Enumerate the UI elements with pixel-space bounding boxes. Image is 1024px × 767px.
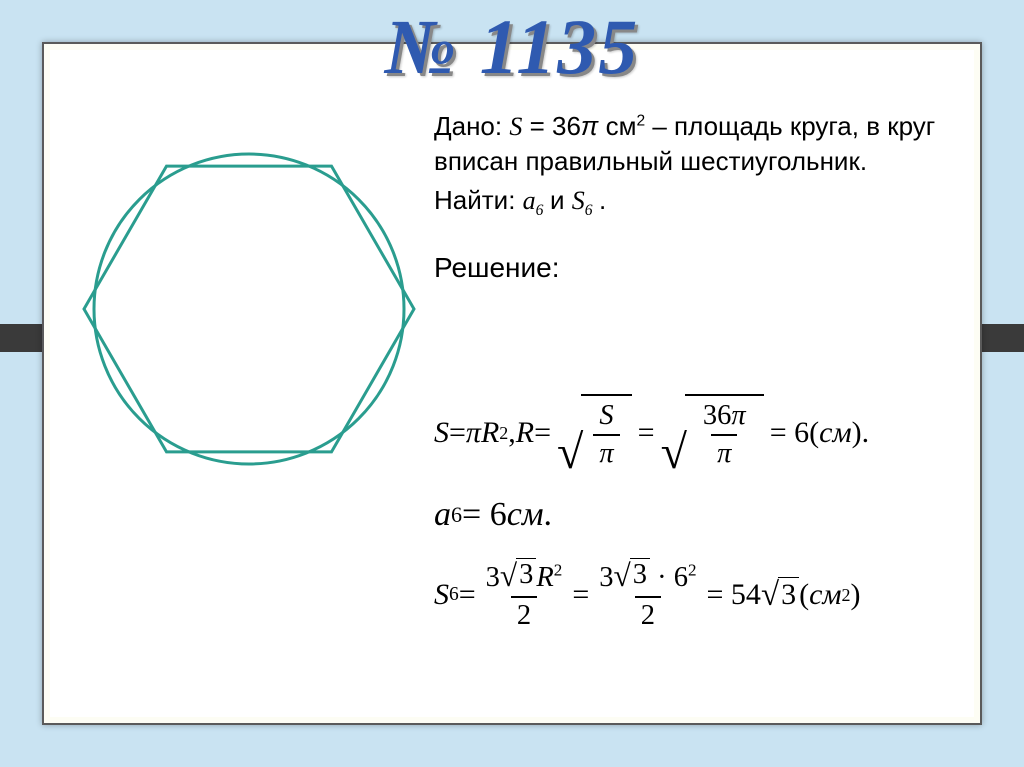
- eq1-R: R: [481, 416, 499, 450]
- eq1-eq2: =: [534, 416, 551, 450]
- eq1-S: S: [434, 416, 449, 450]
- eq2-a: a: [434, 496, 451, 534]
- equation-3: S6 = 3√3R2 2 = 3√3 · 62 2 = 54√3(см2): [434, 558, 950, 632]
- eq3-cm: см: [809, 578, 841, 612]
- eq1-comma: ,: [508, 416, 516, 450]
- equation-2: a6 = 6см.: [434, 496, 950, 534]
- circle-shape: [94, 154, 404, 464]
- eq3-n1b: 3: [516, 558, 536, 594]
- eq1-R2: R: [516, 416, 534, 450]
- eq2-sub: 6: [451, 502, 462, 528]
- given-label: Дано:: [434, 111, 502, 141]
- eq1-sqrt2: √ 36π π: [661, 394, 764, 472]
- given-eq: = 36: [530, 111, 581, 141]
- equation-1: S = π R2 , R = √ S π = √: [434, 394, 950, 472]
- problem-text: Дано: S = 36π см2 – площадь круга, в кру…: [434, 109, 950, 287]
- given-var: S: [509, 112, 522, 141]
- eq1-f1-den: π: [593, 434, 619, 470]
- given-pi: π: [581, 111, 598, 141]
- eq1-pi: π: [466, 416, 481, 450]
- eq1-f1-num: S: [593, 400, 619, 434]
- eq3-n2b: 3: [630, 558, 650, 594]
- given-block: Дано: S = 36π см2 – площадь круга, в кру…: [434, 111, 935, 176]
- eq3-n2c: · 6: [650, 562, 688, 593]
- eq3-exp: 2: [842, 585, 851, 606]
- eq2-dot: .: [544, 496, 553, 534]
- eq3-eq2: =: [572, 578, 589, 612]
- eq3-n1c: R: [536, 562, 553, 593]
- eq3-S: S: [434, 578, 449, 612]
- find-and: и: [550, 185, 572, 215]
- given-exp: 2: [636, 112, 645, 129]
- eq3-n2d: 2: [688, 561, 697, 580]
- eq1-eq3: =: [638, 416, 655, 450]
- eq1-f2-den: π: [711, 434, 737, 470]
- find-a-sub: 6: [536, 202, 544, 219]
- eq1-f2-num: 36: [703, 400, 732, 431]
- find-label: Найти:: [434, 185, 515, 215]
- radical-icon: √: [661, 434, 687, 472]
- eq1-R-exp: 2: [499, 423, 508, 444]
- eq1-f2-pi: π: [731, 400, 745, 431]
- slide-frame: № 1135 Дано: S = 36π см2 – площадь круга…: [42, 42, 982, 725]
- eq2-rest: = 6: [462, 496, 507, 534]
- eq3-n2a: 3: [599, 562, 613, 593]
- eq1-close: ).: [852, 416, 870, 450]
- hexagon-circle-diagram: [79, 139, 419, 479]
- radical-icon: √: [761, 577, 779, 614]
- find-block: Найти: a6 и S6 .: [434, 183, 950, 221]
- eq3-d2: 2: [635, 596, 661, 632]
- eq3-eq: =: [459, 578, 476, 612]
- connector-left: [0, 324, 42, 352]
- eq3-open: (: [799, 578, 809, 612]
- hexagon-shape: [84, 166, 414, 452]
- eq3-d1: 2: [511, 596, 537, 632]
- eq3-n1d: 2: [554, 561, 563, 580]
- eq2-cm: см: [507, 496, 544, 534]
- eq3-sqrt3: 3: [778, 577, 799, 614]
- eq1-sqrt1: √ S π: [557, 394, 632, 472]
- find-S-sub: 6: [585, 202, 593, 219]
- find-S: S: [572, 186, 585, 215]
- problem-number-title: № 1135: [385, 2, 640, 92]
- solution-label: Решение:: [434, 249, 950, 287]
- find-dot: .: [599, 185, 606, 215]
- eq3-sub: 6: [449, 584, 459, 606]
- given-unit: см: [598, 111, 636, 141]
- connector-right: [982, 324, 1024, 352]
- radical-icon: √: [614, 558, 631, 594]
- eq1-eq: =: [449, 416, 466, 450]
- eq1-eq4: = 6(: [770, 416, 819, 450]
- radical-icon: √: [557, 434, 583, 472]
- radical-icon: √: [500, 558, 517, 594]
- eq3-close: ): [851, 578, 861, 612]
- eq3-eq3: = 54: [707, 578, 761, 612]
- eq1-cm: см: [819, 416, 851, 450]
- eq3-n1a: 3: [486, 562, 500, 593]
- find-a: a: [523, 186, 536, 215]
- formulas-block: S = π R2 , R = √ S π = √: [434, 394, 950, 656]
